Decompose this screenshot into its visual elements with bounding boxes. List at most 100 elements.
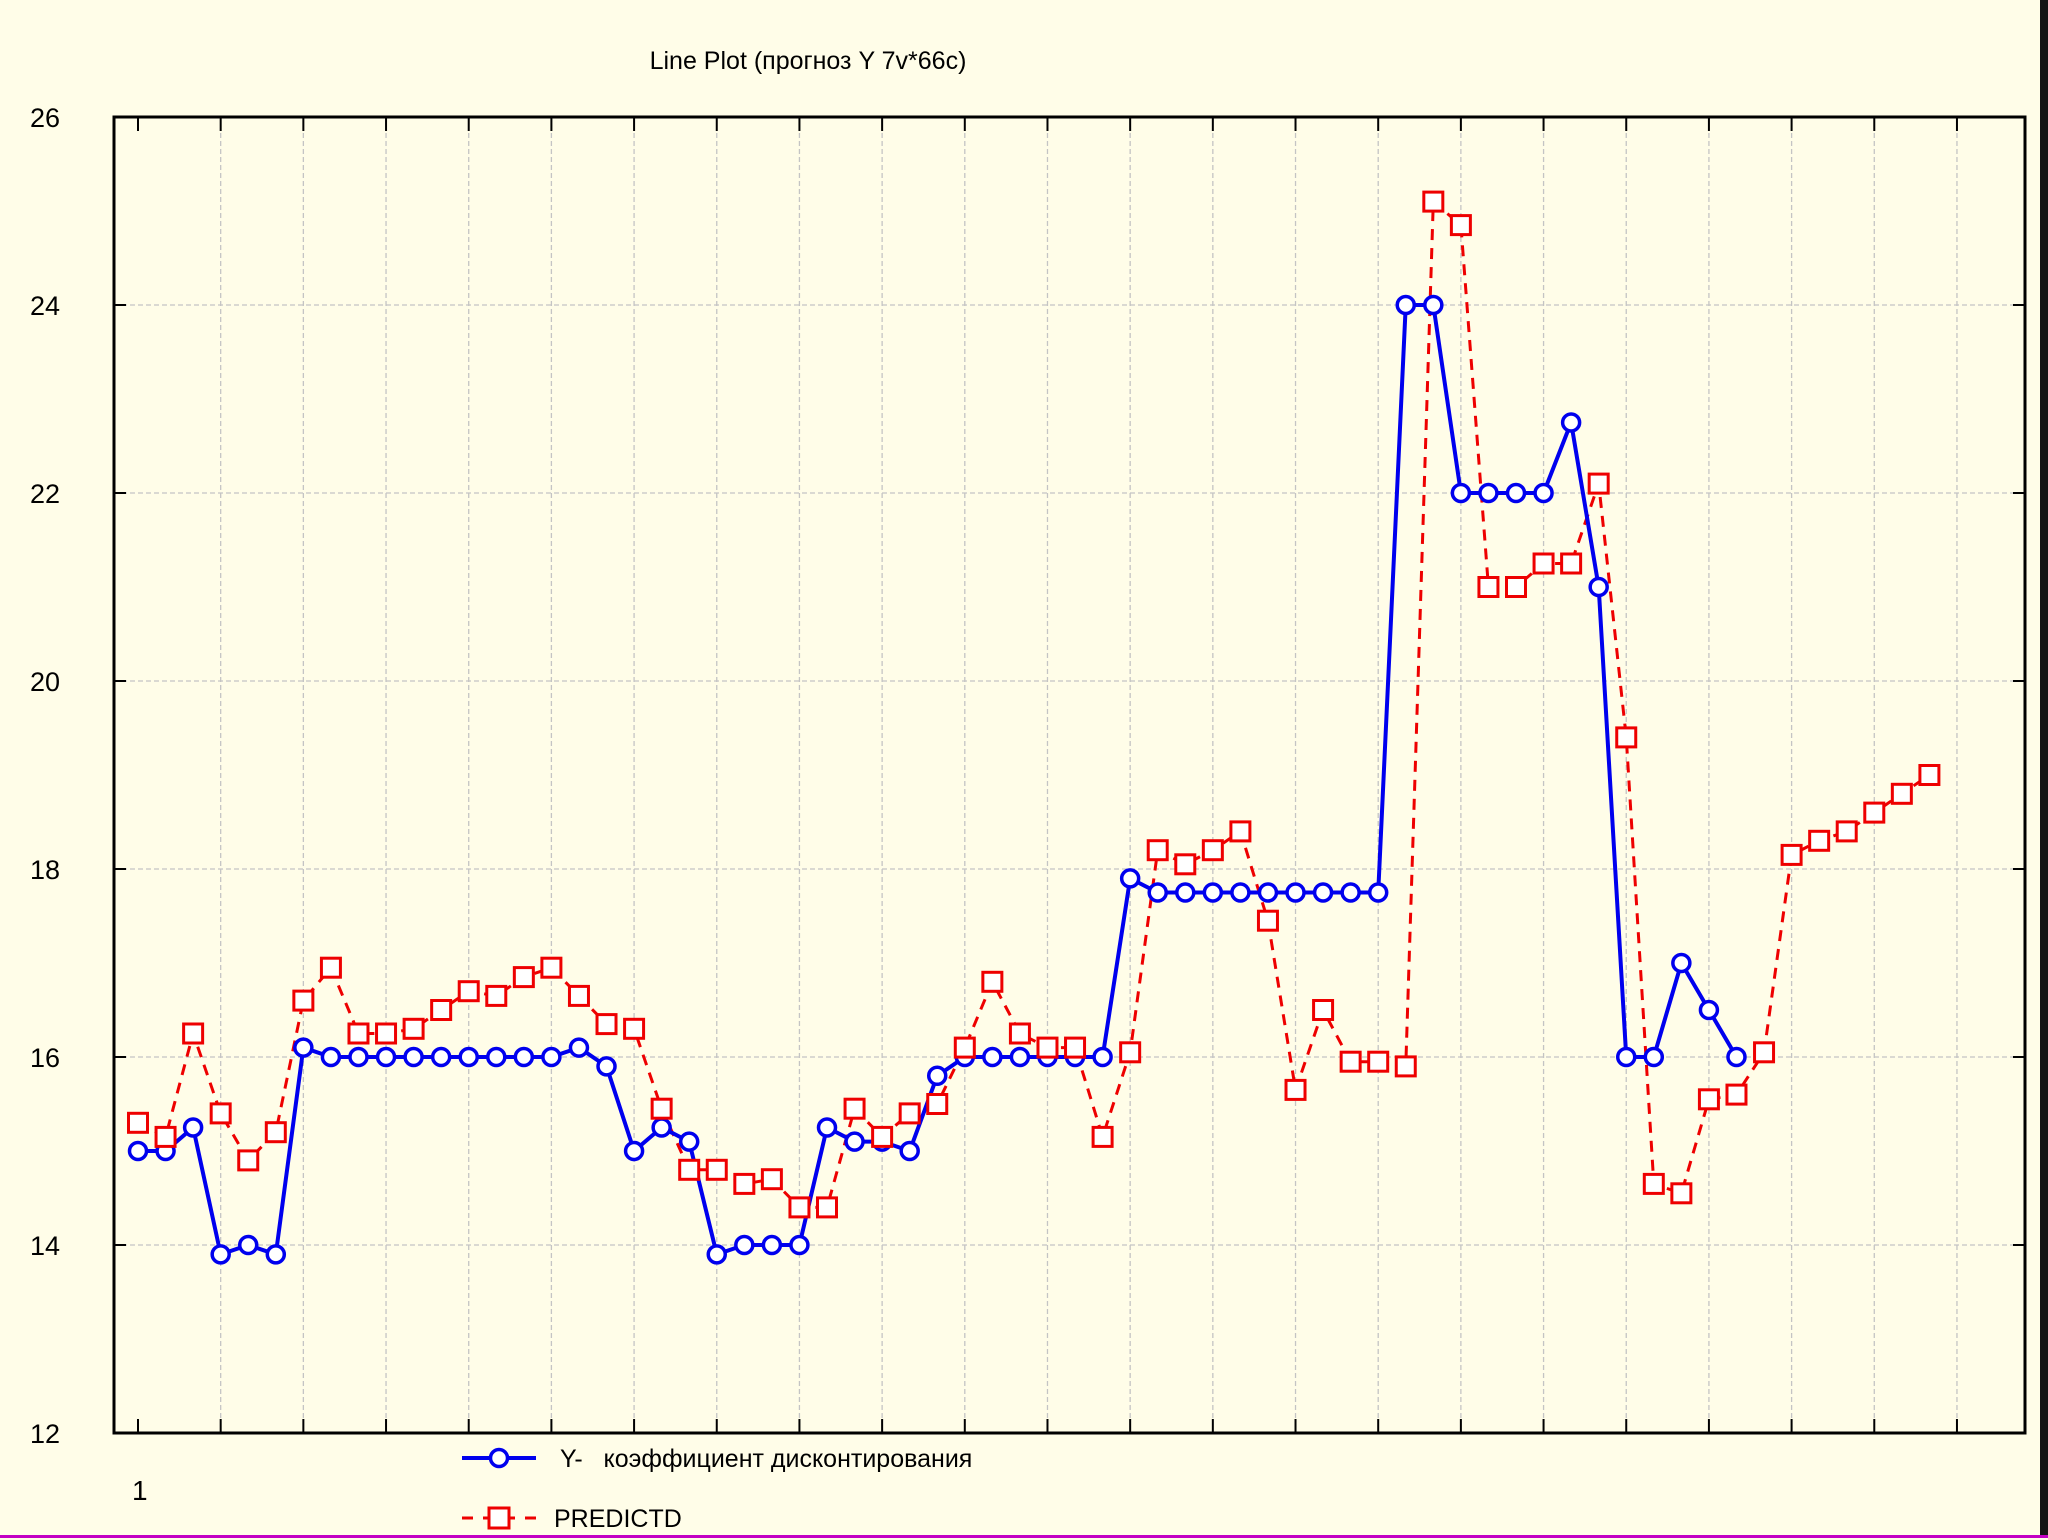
point-predicted: [567, 984, 590, 1007]
point-actual: [1726, 1046, 1747, 1068]
point-actual: [734, 1234, 755, 1256]
point-actual: [651, 1117, 672, 1138]
point-predicted: [1312, 999, 1335, 1021]
point-actual: [1615, 1046, 1637, 1068]
point-predicted: [457, 980, 480, 1003]
point-actual: [1257, 882, 1279, 903]
point-actual: [1671, 952, 1692, 974]
point-actual: [1395, 294, 1417, 316]
point-actual: [1423, 294, 1444, 316]
point-actual: [1560, 412, 1582, 433]
plot-frame: [112, 115, 2027, 1435]
point-predicted: [1808, 829, 1831, 852]
point-predicted: [953, 1036, 976, 1059]
point-actual: [1202, 882, 1224, 903]
point-actual: [1698, 999, 1720, 1021]
point-actual: [816, 1117, 838, 1138]
point-predicted: [237, 1149, 260, 1172]
point-actual: [1230, 882, 1251, 903]
point-predicted: [402, 1017, 425, 1040]
point-predicted: [1863, 801, 1886, 824]
point-predicted: [1532, 552, 1555, 575]
point-actual: [541, 1046, 562, 1068]
point-actual: [1505, 482, 1527, 504]
point-actual: [320, 1046, 342, 1068]
y-tick-label: 20: [30, 667, 60, 697]
point-actual: [623, 1140, 645, 1162]
y-axis-tick-labels: 12 14 16 18 20 22 24 26: [30, 103, 60, 1449]
point-actual: [1285, 882, 1306, 903]
point-actual: [1450, 482, 1472, 504]
point-actual: [127, 1140, 149, 1162]
point-predicted: [1753, 1041, 1776, 1064]
point-predicted: [733, 1172, 756, 1195]
point-predicted: [595, 1013, 618, 1036]
y-tick-label: 18: [30, 855, 60, 885]
point-predicted: [319, 956, 342, 979]
x-tick-label: 1: [132, 1475, 148, 1506]
point-predicted: [1587, 472, 1610, 495]
x-axis-tick-labels: 1: [132, 1475, 148, 1506]
point-predicted: [1560, 552, 1583, 575]
point-actual: [982, 1046, 1003, 1068]
legend: Y- коэффициент дисконтирования PREDICTD: [462, 1445, 972, 1533]
point-actual: [1643, 1046, 1665, 1068]
point-predicted: [485, 984, 508, 1007]
point-predicted: [1918, 764, 1941, 786]
point-predicted: [623, 1017, 646, 1040]
point-predicted: [926, 1093, 949, 1115]
point-actual: [182, 1117, 204, 1138]
point-actual: [375, 1046, 397, 1068]
point-predicted: [430, 999, 453, 1021]
legend-item-actual: Y- коэффициент дисконтирования: [462, 1445, 972, 1473]
point-actual: [210, 1244, 231, 1265]
point-predicted: [1890, 782, 1913, 805]
legend-square-marker-icon: [487, 1506, 511, 1530]
point-actual: [458, 1046, 479, 1068]
point-actual: [1533, 482, 1554, 504]
point-actual: [1588, 576, 1609, 598]
point-predicted: [1449, 214, 1472, 237]
point-actual: [237, 1234, 259, 1256]
point-actual: [899, 1140, 920, 1162]
point-actual: [513, 1046, 535, 1068]
point-predicted: [1477, 576, 1500, 598]
point-actual: [1340, 882, 1361, 903]
point-actual: [486, 1046, 507, 1068]
y-tick-label: 22: [30, 479, 60, 509]
point-predicted: [292, 989, 315, 1012]
point-actual: [1478, 482, 1499, 504]
point-actual: [789, 1234, 810, 1256]
point-predicted: [705, 1158, 728, 1181]
point-actual: [1147, 882, 1168, 903]
point-predicted: [1697, 1088, 1720, 1111]
point-predicted: [375, 1022, 398, 1045]
y-tick-label: 12: [30, 1419, 60, 1449]
point-predicted: [182, 1022, 205, 1045]
point-predicted: [1725, 1083, 1748, 1106]
window-edge-bar: [2040, 0, 2048, 1538]
y-tick-label: 24: [30, 291, 60, 321]
point-predicted: [1284, 1078, 1307, 1101]
y-tick-label: 16: [30, 1043, 60, 1073]
legend-label-actual: Y- коэффициент дисконтирования: [560, 1445, 972, 1473]
point-predicted: [1670, 1182, 1693, 1205]
point-predicted: [264, 1121, 287, 1144]
point-actual: [1312, 882, 1334, 903]
point-predicted: [1201, 839, 1224, 862]
axes: [112, 115, 2027, 1435]
point-actual: [265, 1244, 287, 1265]
chart-title: Line Plot (прогноз Y 7v*66c): [650, 47, 967, 75]
legend-item-predicted: PREDICTD: [462, 1505, 682, 1533]
point-predicted: [1780, 843, 1803, 866]
point-predicted: [788, 1196, 811, 1219]
point-predicted: [154, 1125, 177, 1148]
point-predicted: [1256, 909, 1279, 932]
grid: [114, 117, 2025, 1433]
point-actual: [1092, 1046, 1113, 1068]
legend-circle-marker-icon: [488, 1447, 510, 1469]
point-actual: [761, 1234, 783, 1256]
series-layer: [127, 190, 1941, 1265]
point-actual: [678, 1131, 700, 1152]
